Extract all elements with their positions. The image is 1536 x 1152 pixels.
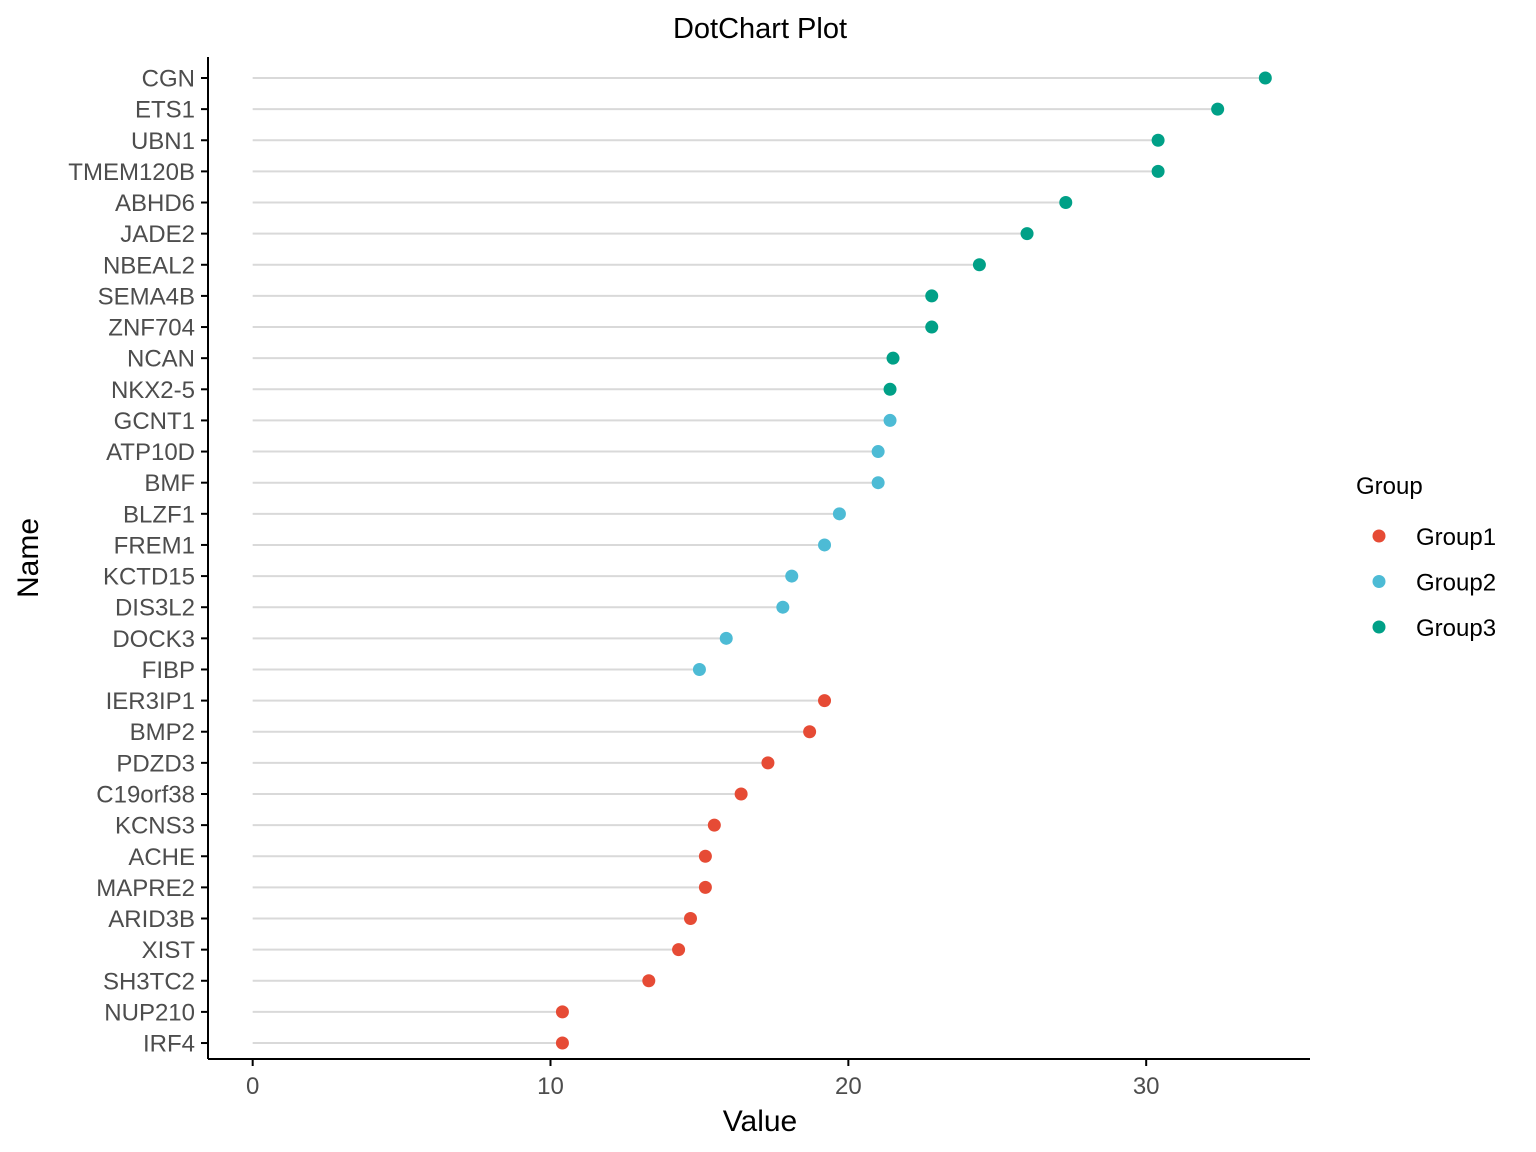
y-tick-label: UBN1 (131, 128, 195, 155)
y-tick-label: BLZF1 (123, 501, 195, 528)
y-tick-label: ETS1 (135, 97, 195, 124)
y-tick-label: NUP210 (104, 999, 195, 1026)
y-tick-label: KCNS3 (115, 813, 195, 840)
point-ubn1 (1151, 133, 1165, 147)
legend-label-group2: Group2 (1416, 570, 1496, 597)
point-gcnt1 (883, 413, 897, 427)
legend: Group Group1 Group2 Group3 (1356, 473, 1496, 642)
x-tick-label: 0 (246, 1073, 259, 1100)
point-sema4b (925, 289, 939, 303)
point-nbeal2 (972, 258, 986, 272)
y-tick-label: FREM1 (114, 532, 195, 559)
point-ache (698, 849, 712, 863)
x-axis-title: Value (723, 1105, 798, 1138)
y-axis-ticks: CGN ETS1 UBN1 TMEM120B ABHD6 JADE2 NBEAL2 SEMA4… (68, 66, 208, 1058)
y-tick-label: ATP10D (106, 439, 195, 466)
y-tick-label: ABHD6 (115, 190, 195, 217)
point-xist (672, 943, 686, 957)
y-tick-label: NBEAL2 (103, 252, 195, 279)
legend-key-group3 (1372, 620, 1386, 634)
y-tick-label: SH3TC2 (103, 968, 195, 995)
y-tick-label: SEMA4B (98, 283, 195, 310)
point-blzf1 (832, 507, 846, 521)
point-nkx2-5 (883, 382, 897, 396)
y-tick-label: BMP2 (130, 719, 195, 746)
y-tick-label: BMF (144, 470, 195, 497)
y-tick-label: FIBP (142, 657, 195, 684)
point-cgn (1258, 71, 1272, 85)
y-tick-label: TMEM120B (68, 159, 195, 186)
point-bmf (871, 476, 885, 490)
y-axis-title: Name (12, 518, 45, 598)
point-c19orf38 (734, 787, 748, 801)
y-tick-label: NKX2-5 (111, 377, 195, 404)
point-pdzd3 (761, 756, 775, 770)
legend-title: Group (1356, 473, 1423, 500)
y-tick-label: KCTD15 (103, 564, 195, 591)
point-ier3ip1 (818, 694, 832, 708)
point-dis3l2 (776, 600, 790, 614)
point-znf704 (925, 320, 939, 334)
y-tick-label: PDZD3 (116, 750, 195, 777)
y-tick-label: GCNT1 (114, 408, 195, 435)
x-tick-label: 30 (1133, 1073, 1160, 1100)
point-abhd6 (1059, 196, 1073, 210)
point-frem1 (818, 538, 832, 552)
point-atp10d (871, 445, 885, 459)
point-dock3 (719, 631, 733, 645)
points-layer (555, 71, 1272, 1050)
legend-key-group2 (1372, 575, 1386, 588)
y-tick-label: CGN (142, 66, 195, 93)
x-axis-ticks: 0 10 20 30 (246, 1059, 1160, 1100)
y-tick-label: MAPRE2 (96, 875, 195, 902)
y-tick-label: DIS3L2 (115, 595, 195, 622)
legend-key-group1 (1372, 529, 1386, 543)
chart-title: DotChart Plot (673, 13, 847, 45)
point-arid3b (683, 912, 697, 926)
point-tmem120b (1151, 164, 1165, 178)
x-tick-label: 20 (835, 1073, 862, 1100)
legend-entries: Group1 Group2 Group3 (1372, 524, 1496, 642)
point-kctd15 (785, 569, 799, 583)
point-ncan (886, 351, 900, 365)
y-tick-label: ACHE (128, 844, 195, 871)
y-tick-label: XIST (142, 937, 196, 964)
point-mapre2 (698, 880, 712, 894)
y-tick-label: ZNF704 (108, 315, 195, 342)
point-irf4 (555, 1036, 569, 1050)
point-sh3tc2 (642, 974, 656, 988)
y-tick-label: IER3IP1 (106, 688, 195, 715)
point-jade2 (1020, 227, 1034, 241)
y-tick-label: DOCK3 (112, 626, 195, 653)
point-kcns3 (707, 818, 721, 832)
point-ets1 (1211, 102, 1225, 116)
x-tick-label: 10 (537, 1073, 564, 1100)
legend-label-group3: Group3 (1416, 615, 1496, 642)
y-tick-label: NCAN (127, 346, 195, 373)
y-tick-label: JADE2 (120, 221, 195, 248)
y-tick-label: ARID3B (108, 906, 195, 933)
legend-label-group1: Group1 (1416, 524, 1496, 551)
point-nup210 (555, 1005, 569, 1019)
y-tick-label: C19orf38 (96, 781, 195, 808)
y-tick-label: IRF4 (143, 1031, 195, 1058)
segments-layer (252, 77, 1266, 1045)
point-bmp2 (803, 725, 817, 739)
point-fibp (692, 662, 706, 676)
